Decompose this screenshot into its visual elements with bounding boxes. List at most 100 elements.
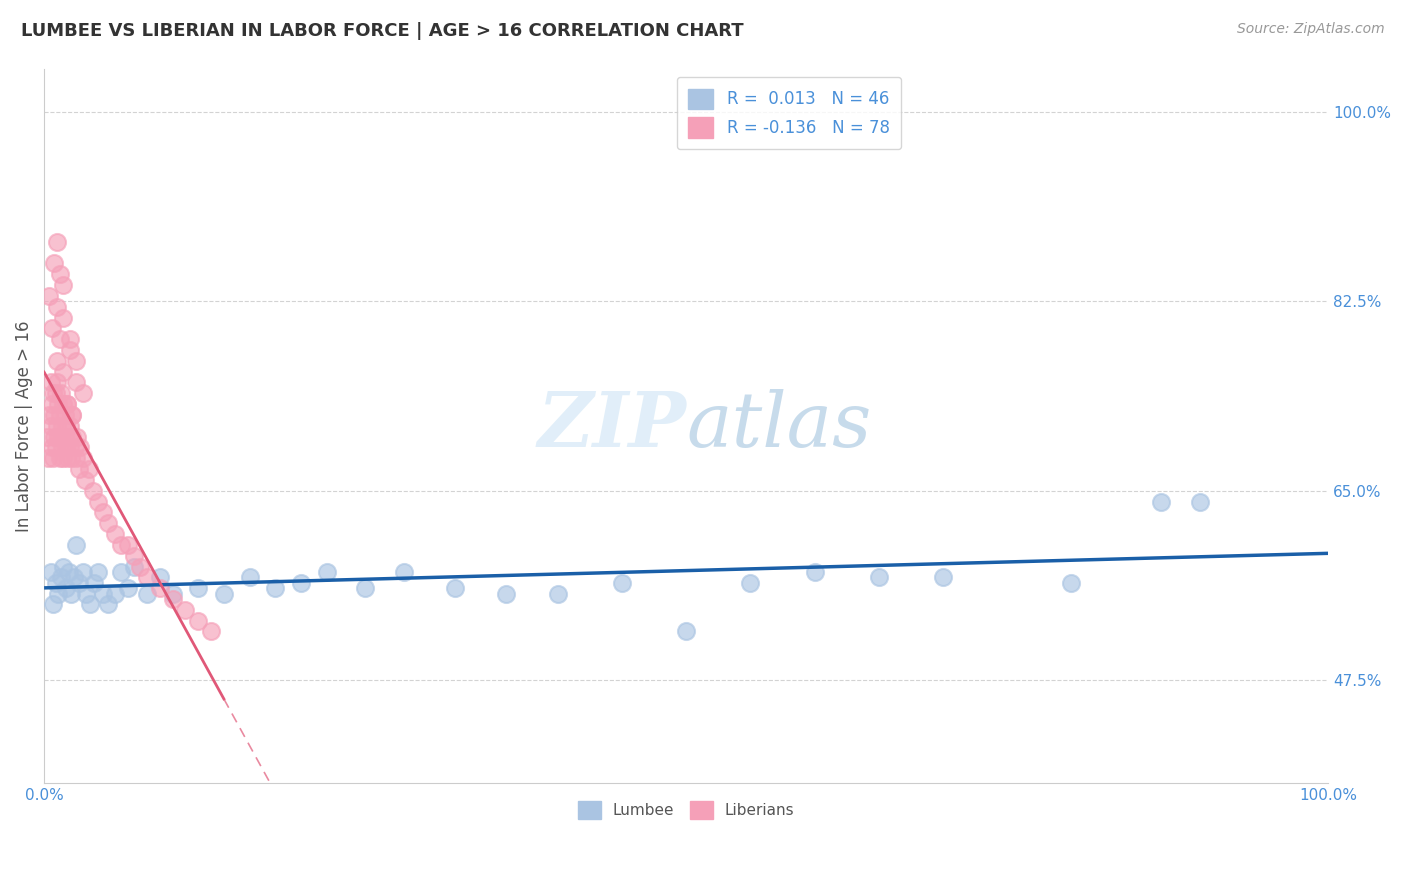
Point <box>58 429 80 443</box>
Point <box>60 451 83 466</box>
Point <box>290 575 312 590</box>
Point <box>44 408 66 422</box>
Point <box>55 441 77 455</box>
Point <box>65 451 87 466</box>
Point <box>392 565 415 579</box>
Point <box>932 570 955 584</box>
Point <box>675 624 697 639</box>
Point <box>44 256 66 270</box>
Point <box>46 376 69 390</box>
Point <box>42 598 65 612</box>
Point <box>72 386 94 401</box>
Point <box>83 575 105 590</box>
Point <box>97 516 120 531</box>
Point <box>79 598 101 612</box>
Point <box>46 235 69 249</box>
Point <box>46 397 69 411</box>
Point <box>72 451 94 466</box>
Point <box>65 354 87 368</box>
Point <box>162 592 184 607</box>
Point <box>44 429 66 443</box>
Point <box>547 586 569 600</box>
Point <box>56 397 79 411</box>
Point <box>149 581 172 595</box>
Point <box>48 267 70 281</box>
Point <box>104 527 127 541</box>
Point <box>187 581 209 595</box>
Point <box>72 565 94 579</box>
Point <box>187 614 209 628</box>
Point <box>45 441 67 455</box>
Point <box>354 581 377 595</box>
Point <box>55 581 77 595</box>
Point <box>63 441 86 455</box>
Point <box>315 565 337 579</box>
Point <box>49 570 72 584</box>
Point <box>45 386 67 401</box>
Point <box>868 570 890 584</box>
Point <box>1188 494 1211 508</box>
Point <box>48 408 70 422</box>
Point <box>52 451 75 466</box>
Point <box>129 559 152 574</box>
Point <box>495 586 517 600</box>
Point <box>46 300 69 314</box>
Point <box>52 365 75 379</box>
Point <box>59 441 82 455</box>
Point <box>76 586 98 600</box>
Point <box>65 538 87 552</box>
Point <box>110 538 132 552</box>
Y-axis label: In Labor Force | Age > 16: In Labor Force | Age > 16 <box>15 320 32 532</box>
Point <box>110 565 132 579</box>
Text: atlas: atlas <box>686 389 872 463</box>
Point <box>38 408 60 422</box>
Point <box>75 473 97 487</box>
Point <box>135 586 157 600</box>
Point <box>58 565 80 579</box>
Point <box>91 586 114 600</box>
Point <box>41 321 63 335</box>
Point <box>122 559 145 574</box>
Text: ZIP: ZIP <box>537 389 686 463</box>
Point <box>39 565 62 579</box>
Point <box>59 332 82 346</box>
Point <box>104 586 127 600</box>
Point <box>56 451 79 466</box>
Text: Source: ZipAtlas.com: Source: ZipAtlas.com <box>1237 22 1385 37</box>
Point <box>60 408 83 422</box>
Point <box>174 603 197 617</box>
Point <box>122 549 145 563</box>
Point <box>82 483 104 498</box>
Point <box>66 429 89 443</box>
Point <box>740 575 762 590</box>
Point <box>53 429 76 443</box>
Point <box>41 397 63 411</box>
Point <box>48 332 70 346</box>
Legend: Lumbee, Liberians: Lumbee, Liberians <box>572 795 800 825</box>
Point <box>52 278 75 293</box>
Point <box>35 429 58 443</box>
Point <box>1150 494 1173 508</box>
Point <box>69 441 91 455</box>
Point <box>1060 575 1083 590</box>
Point <box>149 570 172 584</box>
Point <box>46 586 69 600</box>
Point <box>39 376 62 390</box>
Point <box>53 408 76 422</box>
Point <box>77 462 100 476</box>
Point <box>60 408 83 422</box>
Point <box>42 451 65 466</box>
Point <box>45 575 67 590</box>
Point <box>49 386 72 401</box>
Point <box>803 565 825 579</box>
Point <box>52 559 75 574</box>
Point <box>610 575 633 590</box>
Point <box>46 429 69 443</box>
Point <box>46 354 69 368</box>
Point <box>52 310 75 325</box>
Point <box>39 418 62 433</box>
Point <box>67 575 90 590</box>
Point <box>46 418 69 433</box>
Point <box>56 397 79 411</box>
Point <box>59 418 82 433</box>
